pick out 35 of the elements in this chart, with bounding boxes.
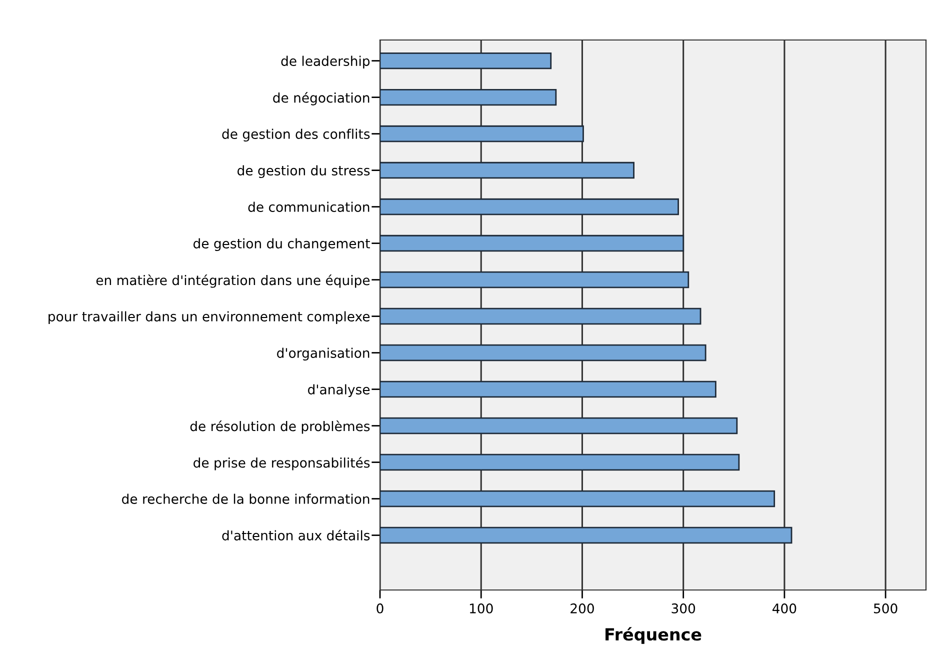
x-tick-label: 400	[772, 603, 796, 614]
y-tick-label: de recherche de la bonne information	[122, 494, 370, 504]
bar	[380, 344, 706, 362]
x-tick-label: 100	[470, 603, 493, 614]
x-tick-label: 300	[672, 603, 696, 614]
bar	[380, 88, 557, 106]
bar	[380, 125, 584, 142]
y-tick-label: en matière d'intégration dans une équipe	[96, 274, 370, 288]
y-tick-label: pour travailler dans un environnement complexe	[48, 311, 370, 324]
y-tick-label: de négociation	[273, 92, 370, 106]
y-tick-label: de leadership	[281, 56, 370, 69]
bar	[380, 234, 684, 252]
bar	[380, 417, 738, 434]
bar	[380, 308, 702, 325]
y-tick-label: de résolution de problèmes	[190, 420, 370, 434]
x-axis-title: Fréquence	[606, 627, 702, 644]
bar	[380, 490, 776, 508]
bar	[380, 380, 716, 398]
x-tick-label: 0	[376, 603, 384, 614]
y-tick-label: de prise de responsabilités	[194, 456, 370, 470]
y-tick-label: d'analyse	[308, 384, 370, 398]
bar	[380, 162, 634, 179]
bar	[380, 198, 679, 216]
bar	[380, 526, 792, 544]
y-tick-label: de communication	[248, 202, 370, 212]
y-tick-label: de gestion du stress	[238, 165, 370, 178]
bar	[380, 271, 690, 288]
y-tick-label: de gestion des conflits	[222, 128, 370, 142]
y-tick-label: d'organisation	[277, 348, 370, 361]
bar	[380, 52, 552, 70]
y-tick-label: de gestion du changement	[193, 238, 370, 252]
x-tick-label: 500	[874, 603, 898, 614]
x-tick-label: 200	[570, 603, 594, 614]
bar	[380, 454, 740, 471]
y-tick-label: d'attention aux détails	[222, 530, 370, 540]
